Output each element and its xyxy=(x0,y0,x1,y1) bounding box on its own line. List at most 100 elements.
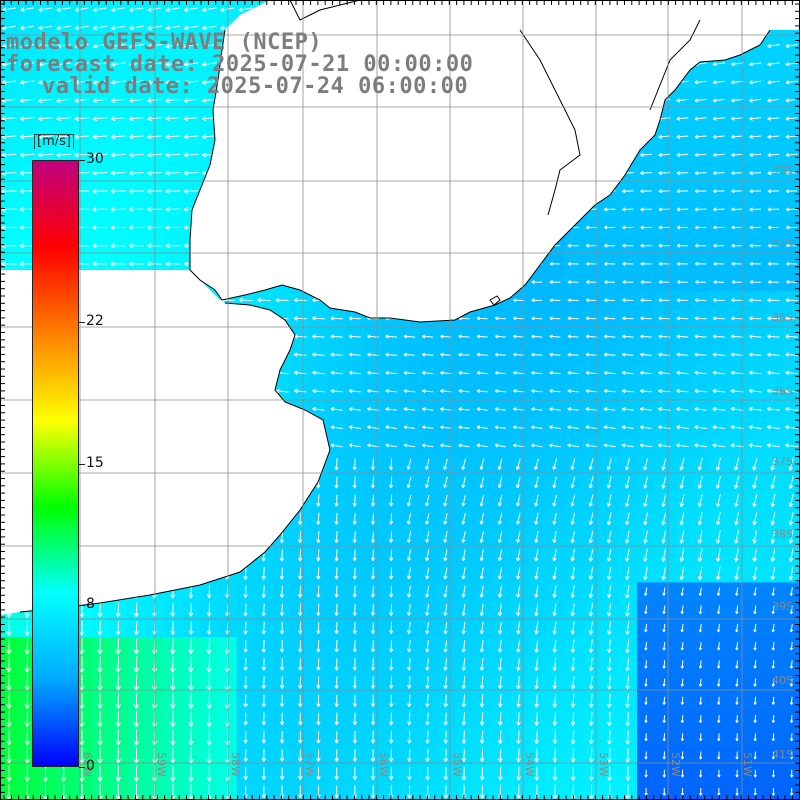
wind-arrow xyxy=(92,170,108,176)
wind-arrow xyxy=(640,243,652,248)
wind-arrow xyxy=(201,97,217,103)
wind-arrow xyxy=(749,280,761,285)
longitude-label: 57W xyxy=(303,752,316,777)
wind-arrow xyxy=(165,225,181,231)
wind-arrow xyxy=(567,334,579,339)
wind-arrow xyxy=(731,189,743,194)
wind-arrow xyxy=(92,243,108,249)
latitude-label: 38S xyxy=(772,528,793,541)
wind-arrow xyxy=(640,189,652,194)
wind-arrow xyxy=(92,61,108,67)
wind-arrow xyxy=(19,116,35,122)
wind-arrow xyxy=(730,316,744,321)
wind-arrow xyxy=(731,207,743,212)
wind-arrow xyxy=(567,243,579,248)
wind-arrow xyxy=(92,134,108,140)
wind-arrow xyxy=(731,152,743,157)
wind-arrow xyxy=(165,7,180,13)
wind-arrow xyxy=(1,261,17,267)
wind-arrow xyxy=(56,43,71,49)
wind-arrow xyxy=(201,7,217,13)
wind-arrow xyxy=(476,316,488,321)
wind-arrow xyxy=(603,207,616,212)
wind-arrow xyxy=(785,170,798,176)
wind-arrow xyxy=(785,207,798,212)
wind-arrow xyxy=(129,7,144,13)
latitude-label: 33S xyxy=(772,164,793,177)
wind-arrow xyxy=(695,280,707,285)
wind-arrow xyxy=(74,116,90,122)
wind-arrow xyxy=(676,207,689,212)
longitude-label: 52W xyxy=(669,752,682,777)
latitude-label: 41S xyxy=(772,748,793,761)
wind-arrow xyxy=(92,206,108,213)
wind-arrow xyxy=(694,170,707,176)
longitude-label: 58W xyxy=(229,752,242,777)
wind-arrow xyxy=(129,79,144,85)
wind-arrow xyxy=(731,261,743,266)
wind-arrow xyxy=(712,170,725,176)
wind-arrow xyxy=(330,334,343,339)
wind-arrow xyxy=(549,316,561,321)
wind-arrow xyxy=(220,7,235,13)
wind-arrow xyxy=(37,152,53,158)
wind-arrow xyxy=(731,116,743,121)
wind-arrow xyxy=(694,116,707,121)
wind-arrow xyxy=(749,243,761,248)
wind-arrow xyxy=(585,298,597,303)
latitude-label: 39S xyxy=(772,600,793,613)
wind-arrow xyxy=(110,206,126,213)
latitude-label: 35S xyxy=(772,311,793,324)
wind-arrow xyxy=(549,280,561,284)
wind-arrow xyxy=(767,225,780,230)
longitude-label: 54W xyxy=(523,752,536,777)
wind-arrow xyxy=(330,352,343,357)
wind-arrow xyxy=(531,298,543,303)
wind-arrow xyxy=(622,261,634,266)
wind-arrow xyxy=(56,116,71,122)
wind-arrow xyxy=(712,61,725,67)
wind-arrow xyxy=(748,334,762,339)
wind-arrow xyxy=(38,43,53,49)
wind-arrow xyxy=(585,261,597,266)
wind-arrow xyxy=(1,61,16,67)
title-valid-date: valid date: 2025-07-24 06:00:00 xyxy=(42,74,469,99)
wind-arrow xyxy=(622,334,634,339)
wind-arrow xyxy=(785,134,798,139)
wind-arrow xyxy=(476,334,488,339)
wind-arrow xyxy=(767,80,780,85)
wind-arrow xyxy=(92,261,108,267)
wind-arrow xyxy=(712,116,725,121)
wind-arrow xyxy=(603,243,616,248)
wind-arrow xyxy=(676,334,689,339)
wind-arrow xyxy=(603,225,616,230)
wind-arrow xyxy=(110,261,126,267)
wind-arrow xyxy=(56,61,71,67)
wind-arrow xyxy=(785,98,798,103)
wind-arrow xyxy=(622,280,634,285)
wind-arrow xyxy=(622,189,634,194)
wind-arrow xyxy=(92,79,108,85)
wind-arrow xyxy=(165,61,181,67)
colorbar-tick-mark xyxy=(79,463,85,465)
wind-arrow xyxy=(110,224,126,231)
wind-arrow xyxy=(513,316,525,321)
wind-arrow xyxy=(385,334,398,339)
wind-arrow xyxy=(767,334,780,339)
wind-arrow xyxy=(110,43,126,49)
wind-arrow xyxy=(749,170,762,176)
colorbar-tick-mark xyxy=(79,605,85,607)
wind-arrow xyxy=(165,134,181,140)
wind-arrow xyxy=(20,25,35,31)
wind-arrow xyxy=(604,280,616,285)
wind-arrow xyxy=(785,243,798,248)
wind-arrow xyxy=(549,261,561,266)
wind-arrow xyxy=(785,334,798,339)
wind-arrow xyxy=(694,134,707,139)
wind-arrow xyxy=(694,98,707,103)
wind-arrow xyxy=(165,116,181,122)
wind-arrow xyxy=(731,225,743,230)
wind-arrow xyxy=(458,334,470,339)
wind-arrow xyxy=(92,116,108,122)
wind-arrow xyxy=(257,297,271,303)
